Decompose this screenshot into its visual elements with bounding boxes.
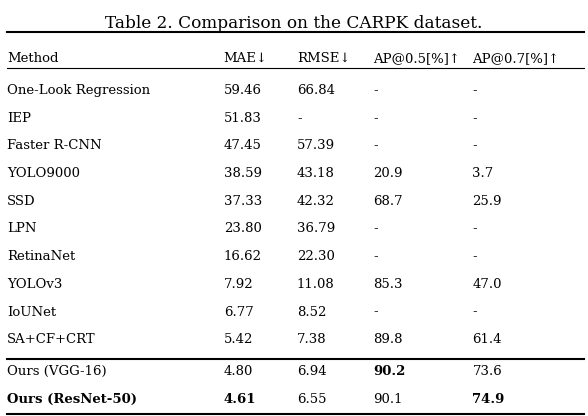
Text: 73.6: 73.6 bbox=[473, 365, 502, 378]
Text: YOLOv3: YOLOv3 bbox=[7, 278, 62, 291]
Text: -: - bbox=[373, 250, 377, 263]
Text: -: - bbox=[473, 305, 477, 319]
Text: Ours (ResNet-50): Ours (ResNet-50) bbox=[7, 393, 137, 406]
Text: 36.79: 36.79 bbox=[297, 223, 335, 235]
Text: 22.30: 22.30 bbox=[297, 250, 335, 263]
Text: 23.80: 23.80 bbox=[224, 223, 262, 235]
Text: 85.3: 85.3 bbox=[373, 278, 403, 291]
Text: Ours (VGG-16): Ours (VGG-16) bbox=[7, 365, 107, 378]
Text: 7.92: 7.92 bbox=[224, 278, 253, 291]
Text: Method: Method bbox=[7, 52, 59, 65]
Text: 61.4: 61.4 bbox=[473, 333, 502, 346]
Text: 20.9: 20.9 bbox=[373, 167, 403, 180]
Text: 6.55: 6.55 bbox=[297, 393, 326, 406]
Text: 90.1: 90.1 bbox=[373, 393, 403, 406]
Text: -: - bbox=[373, 139, 377, 152]
Text: 42.32: 42.32 bbox=[297, 195, 335, 208]
Text: RMSE↓: RMSE↓ bbox=[297, 52, 350, 65]
Text: Table 2. Comparison on the CARPK dataset.: Table 2. Comparison on the CARPK dataset… bbox=[105, 15, 483, 32]
Text: 59.46: 59.46 bbox=[224, 84, 262, 97]
Text: -: - bbox=[373, 112, 377, 125]
Text: 6.94: 6.94 bbox=[297, 365, 326, 378]
Text: 57.39: 57.39 bbox=[297, 139, 335, 152]
Text: AP@0.5[%]↑: AP@0.5[%]↑ bbox=[373, 52, 460, 65]
Text: IEP: IEP bbox=[7, 112, 31, 125]
Text: 25.9: 25.9 bbox=[473, 195, 502, 208]
Text: 47.0: 47.0 bbox=[473, 278, 502, 291]
Text: 37.33: 37.33 bbox=[224, 195, 262, 208]
Text: RetinaNet: RetinaNet bbox=[7, 250, 75, 263]
Text: 8.52: 8.52 bbox=[297, 305, 326, 319]
Text: 5.42: 5.42 bbox=[224, 333, 253, 346]
Text: 7.38: 7.38 bbox=[297, 333, 326, 346]
Text: 51.83: 51.83 bbox=[224, 112, 262, 125]
Text: -: - bbox=[473, 84, 477, 97]
Text: -: - bbox=[473, 250, 477, 263]
Text: 4.61: 4.61 bbox=[224, 393, 256, 406]
Text: 66.84: 66.84 bbox=[297, 84, 335, 97]
Text: -: - bbox=[373, 223, 377, 235]
Text: 47.45: 47.45 bbox=[224, 139, 262, 152]
Text: 68.7: 68.7 bbox=[373, 195, 403, 208]
Text: LPN: LPN bbox=[7, 223, 36, 235]
Text: 11.08: 11.08 bbox=[297, 278, 335, 291]
Text: SA+CF+CRT: SA+CF+CRT bbox=[7, 333, 96, 346]
Text: 74.9: 74.9 bbox=[473, 393, 505, 406]
Text: 89.8: 89.8 bbox=[373, 333, 403, 346]
Text: -: - bbox=[297, 112, 302, 125]
Text: AP@0.7[%]↑: AP@0.7[%]↑ bbox=[473, 52, 560, 65]
Text: 4.80: 4.80 bbox=[224, 365, 253, 378]
Text: 90.2: 90.2 bbox=[373, 365, 405, 378]
Text: MAE↓: MAE↓ bbox=[224, 52, 268, 65]
Text: -: - bbox=[473, 223, 477, 235]
Text: 43.18: 43.18 bbox=[297, 167, 335, 180]
Text: -: - bbox=[373, 305, 377, 319]
Text: IoUNet: IoUNet bbox=[7, 305, 56, 319]
Text: 3.7: 3.7 bbox=[473, 167, 494, 180]
Text: YOLO9000: YOLO9000 bbox=[7, 167, 80, 180]
Text: One-Look Regression: One-Look Regression bbox=[7, 84, 151, 97]
Text: Faster R-CNN: Faster R-CNN bbox=[7, 139, 102, 152]
Text: -: - bbox=[473, 139, 477, 152]
Text: 38.59: 38.59 bbox=[224, 167, 262, 180]
Text: 6.77: 6.77 bbox=[224, 305, 253, 319]
Text: SSD: SSD bbox=[7, 195, 36, 208]
Text: -: - bbox=[373, 84, 377, 97]
Text: -: - bbox=[473, 112, 477, 125]
Text: 16.62: 16.62 bbox=[224, 250, 262, 263]
